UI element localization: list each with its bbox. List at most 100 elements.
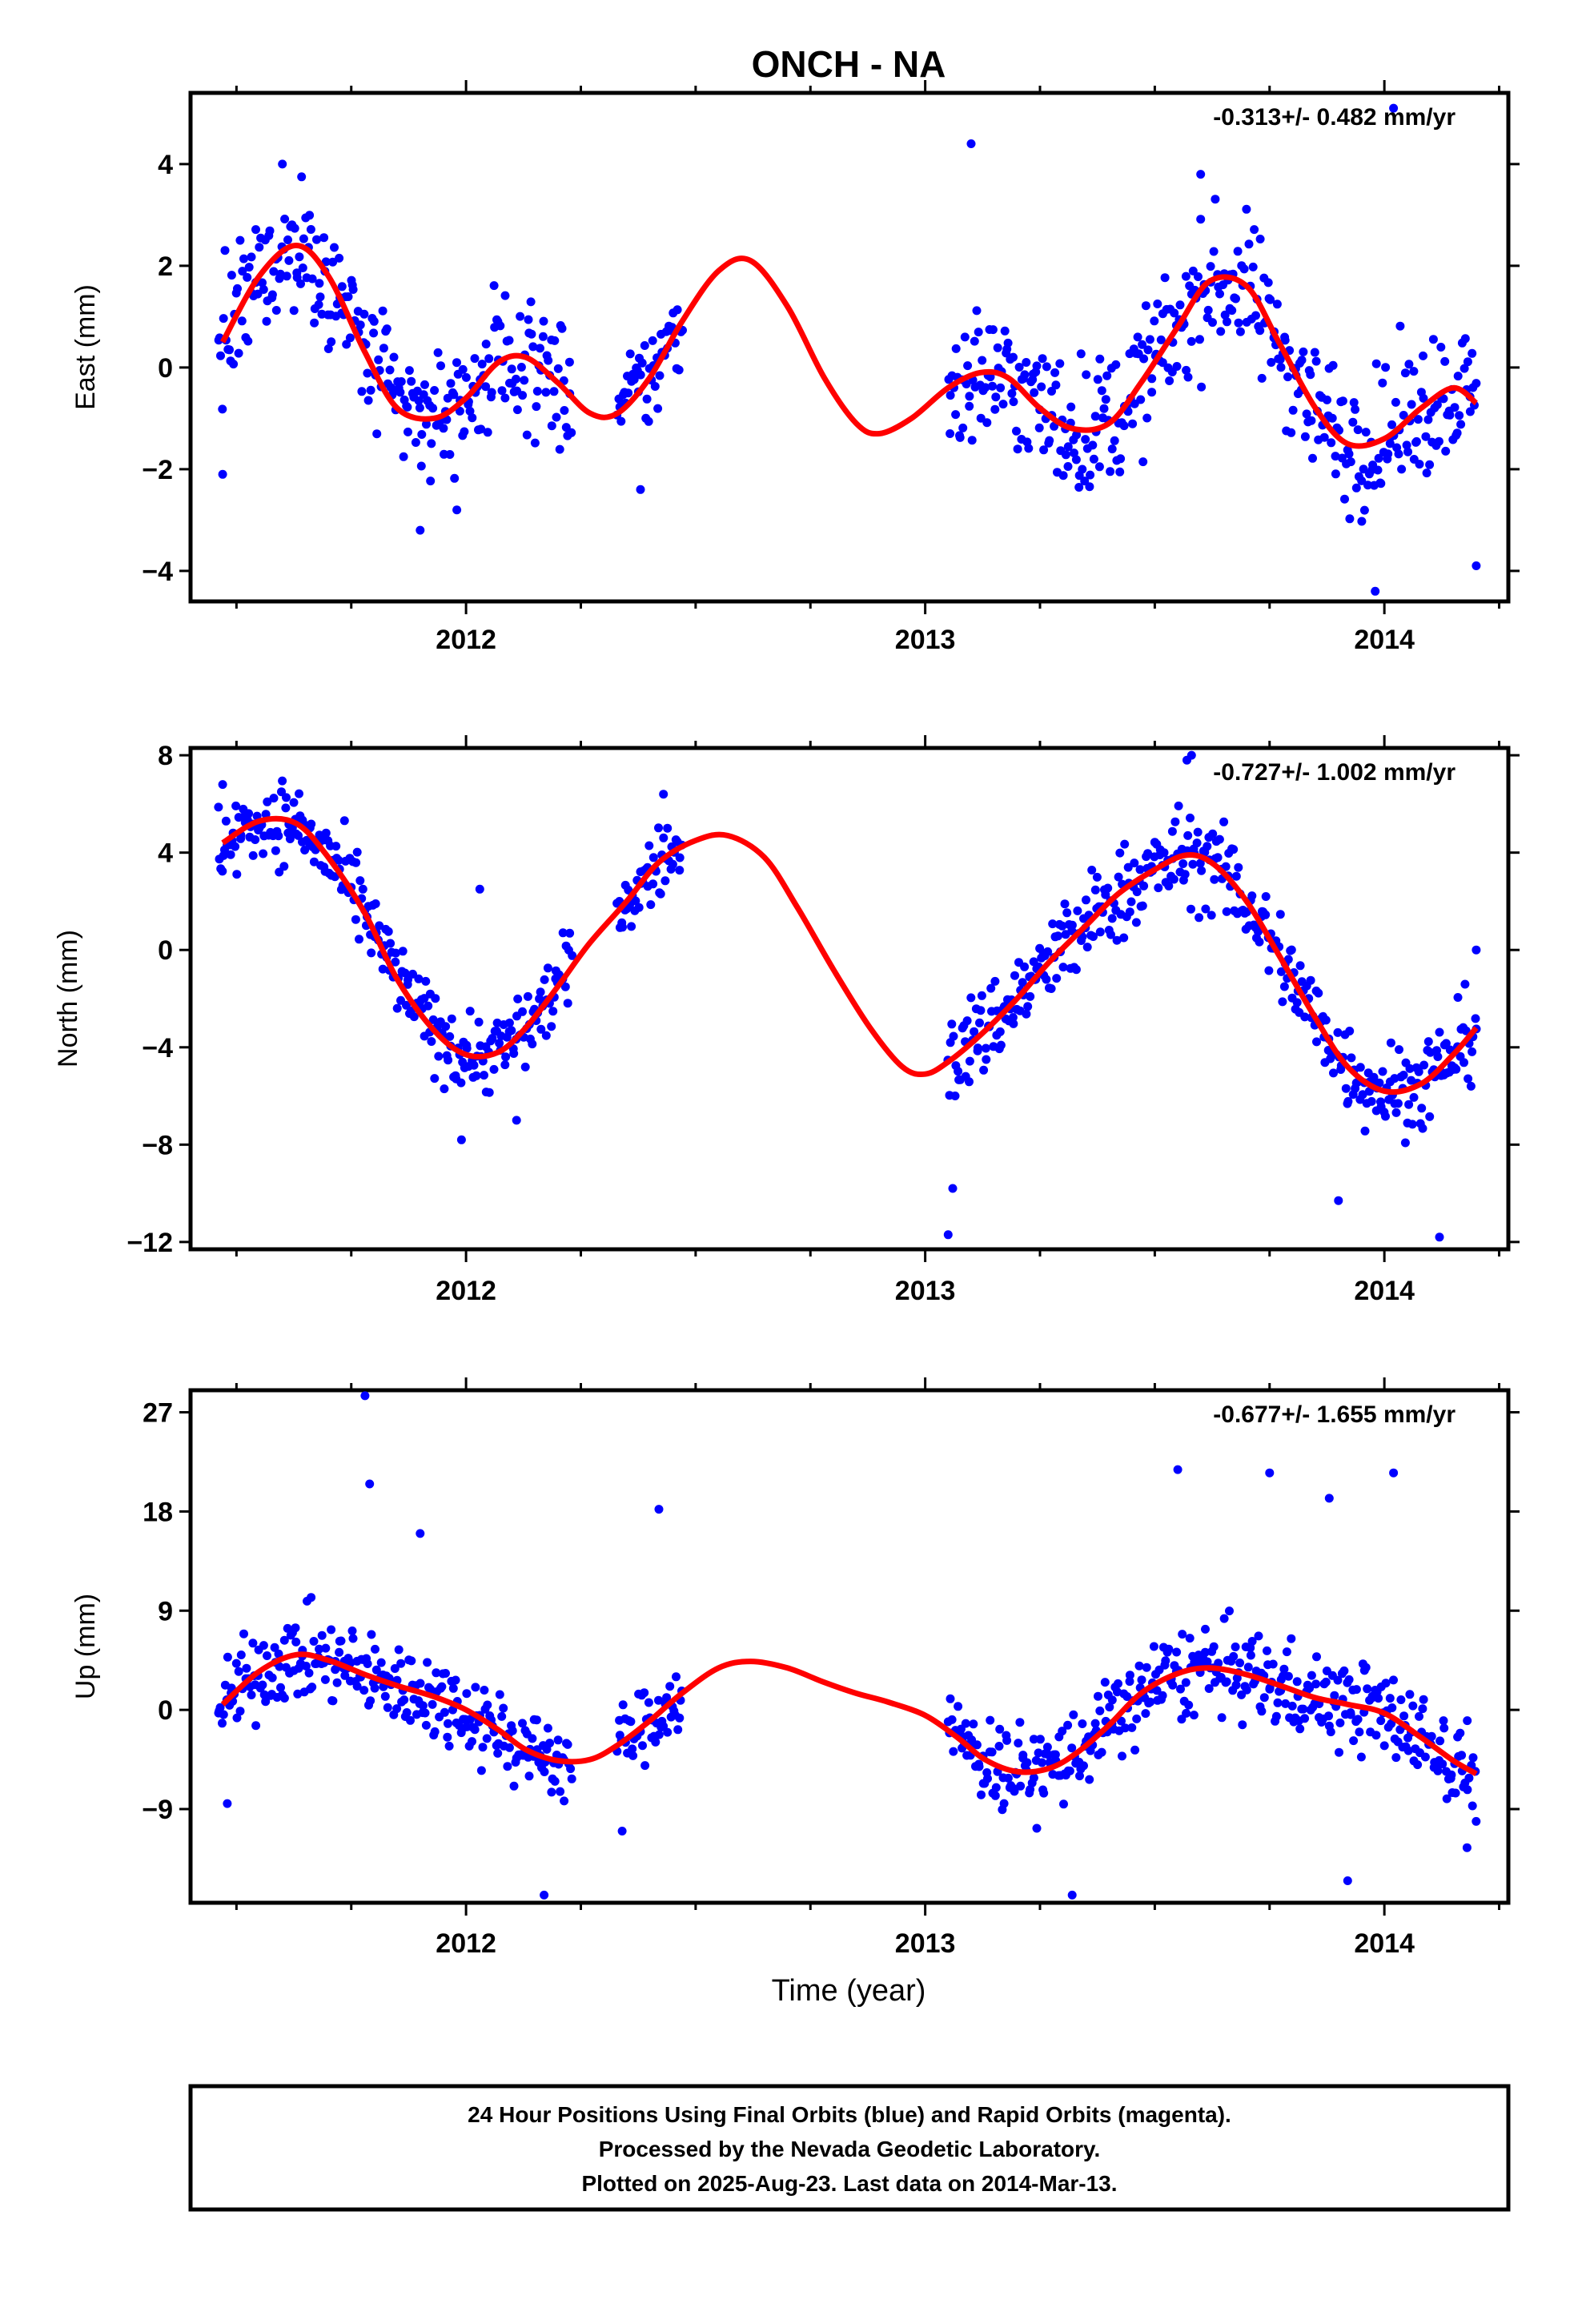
y-axis-label: East (mm) [70, 284, 101, 410]
data-point [327, 1625, 336, 1634]
data-point [366, 1696, 375, 1706]
data-point [948, 1184, 958, 1193]
data-point [628, 1744, 637, 1754]
data-point [1114, 872, 1123, 882]
data-point [497, 1711, 507, 1721]
data-point [1452, 428, 1462, 438]
data-point [1439, 1716, 1448, 1726]
data-point [328, 1696, 338, 1706]
plot-frame [188, 1388, 1511, 1905]
data-point [359, 309, 369, 319]
data-point [282, 793, 291, 802]
data-point [462, 1689, 472, 1699]
data-point [1195, 858, 1205, 868]
data-point [1215, 289, 1224, 299]
data-point [1161, 1656, 1170, 1666]
data-point [267, 1673, 277, 1683]
data-point [321, 1643, 331, 1653]
data-point [476, 424, 486, 434]
data-point [644, 841, 654, 850]
data-point [1222, 907, 1231, 916]
data-point [371, 1665, 381, 1675]
data-point [1043, 947, 1053, 956]
data-point [1026, 991, 1035, 1001]
data-point [548, 1007, 558, 1016]
data-point [1216, 327, 1226, 336]
data-point [509, 1049, 519, 1058]
data-point [1415, 460, 1424, 469]
data-point [299, 234, 308, 243]
data-point [431, 994, 440, 1003]
data-point [1037, 382, 1046, 392]
data-point [1012, 426, 1021, 436]
data-point [231, 1659, 241, 1668]
data-point [1093, 375, 1102, 384]
x-tick-label: 2014 [1354, 1928, 1415, 1959]
data-point [1158, 1691, 1167, 1700]
data-point [532, 1715, 541, 1725]
data-point [1247, 1637, 1257, 1646]
data-point [1147, 388, 1157, 397]
data-point [969, 1719, 978, 1729]
data-point [367, 948, 376, 958]
data-point [1310, 348, 1319, 357]
data-point [1408, 1701, 1418, 1711]
data-point [317, 1630, 327, 1640]
data-point [227, 271, 236, 280]
data-point [1374, 453, 1383, 463]
data-point [330, 243, 339, 252]
data-point [1201, 1624, 1210, 1634]
data-point [367, 1630, 376, 1639]
data-point [1378, 378, 1387, 388]
data-point [541, 388, 551, 397]
data-point [1181, 271, 1191, 281]
data-point [421, 976, 431, 986]
data-point [1460, 334, 1470, 344]
data-point [231, 842, 240, 851]
data-point [297, 172, 307, 182]
data-point [309, 857, 319, 866]
data-point [320, 1675, 330, 1684]
data-point [465, 406, 475, 416]
data-point [946, 1694, 955, 1703]
data-point [640, 341, 649, 350]
data-point [1324, 1494, 1334, 1503]
data-point [1023, 1002, 1033, 1011]
data-point [1194, 272, 1203, 281]
data-point [244, 263, 254, 272]
data-point [1188, 859, 1198, 869]
data-point [1287, 945, 1296, 955]
data-point [363, 1659, 372, 1668]
data-point [1302, 409, 1311, 419]
data-point [659, 790, 669, 799]
data-point [365, 1479, 375, 1489]
data-point [977, 1790, 986, 1799]
data-point [550, 1776, 560, 1786]
data-point [1327, 413, 1337, 423]
data-point [524, 1771, 534, 1781]
data-point [1182, 1708, 1191, 1718]
data-point [979, 1065, 989, 1075]
data-point [262, 316, 271, 326]
data-point [943, 1230, 953, 1240]
data-point [563, 1739, 572, 1749]
data-point [1335, 1718, 1345, 1727]
data-point [1399, 1711, 1409, 1721]
data-point [271, 306, 281, 315]
data-point [1440, 356, 1450, 366]
data-point [312, 235, 321, 244]
plot-frame [188, 746, 1511, 1252]
data-point [1010, 971, 1019, 980]
data-point [1347, 1053, 1356, 1063]
data-point [965, 401, 974, 411]
data-point [409, 1012, 419, 1022]
data-point [528, 1734, 537, 1743]
data-point [366, 385, 375, 395]
data-point [1201, 904, 1211, 914]
data-point [1078, 1719, 1087, 1728]
data-point [1425, 460, 1435, 469]
data-point [484, 1088, 494, 1097]
data-point [1223, 317, 1231, 327]
data-point [1085, 1775, 1094, 1784]
data-point [1305, 1683, 1315, 1693]
